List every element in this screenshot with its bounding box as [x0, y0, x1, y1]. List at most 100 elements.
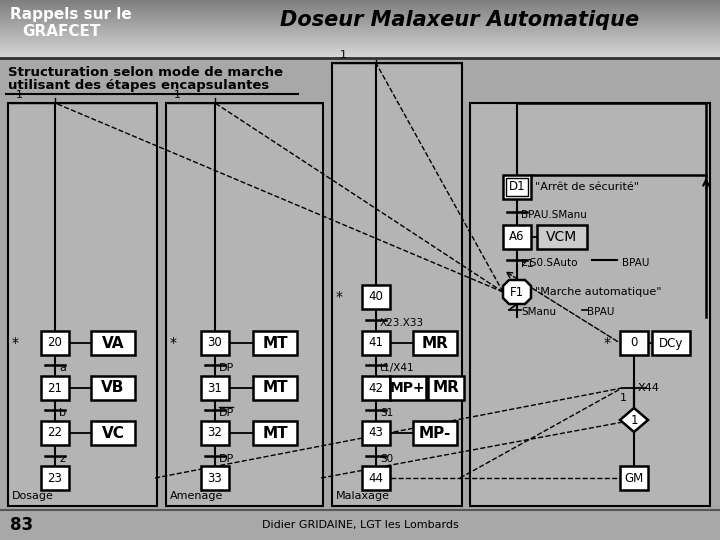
Text: F1: F1 [521, 259, 534, 269]
Bar [362, 376, 390, 400]
Bar [41, 421, 69, 445]
Text: a: a [59, 363, 66, 373]
Bar [0, 12, 720, 13]
Bar [0, 36, 720, 37]
Text: z: z [59, 454, 65, 464]
Text: Rappels sur le: Rappels sur le [10, 6, 132, 22]
Text: MR: MR [422, 335, 449, 350]
Bar [470, 103, 710, 506]
Bar [0, 26, 720, 27]
Bar [0, 53, 720, 54]
Bar [0, 24, 720, 25]
Polygon shape [503, 280, 531, 304]
Text: *: * [604, 336, 611, 350]
Bar [0, 17, 720, 18]
Bar [0, 23, 720, 24]
Bar [620, 331, 648, 355]
Bar [0, 7, 720, 8]
Text: *: * [12, 336, 19, 350]
Bar [0, 11, 720, 12]
Bar [0, 52, 720, 53]
Text: 30: 30 [207, 336, 222, 349]
Bar [652, 331, 690, 355]
Text: Structuration selon mode de marche: Structuration selon mode de marche [8, 65, 283, 78]
Text: 21: 21 [48, 381, 63, 395]
Bar [0, 40, 720, 41]
Bar [0, 35, 720, 36]
Text: 1: 1 [340, 50, 347, 60]
Text: 43: 43 [369, 427, 384, 440]
Text: "Marche automatique": "Marche automatique" [535, 287, 662, 297]
Bar [537, 225, 587, 249]
Bar [0, 22, 720, 23]
Bar [0, 38, 720, 39]
Text: DP: DP [219, 408, 234, 418]
Polygon shape [620, 408, 648, 432]
Bar [413, 331, 457, 355]
Bar [0, 43, 720, 44]
Bar [253, 421, 297, 445]
Bar [91, 376, 135, 400]
Bar [362, 421, 390, 445]
Text: t1/X41: t1/X41 [380, 363, 415, 373]
Text: 20: 20 [48, 336, 63, 349]
Text: DP: DP [219, 454, 234, 464]
Bar [0, 28, 720, 29]
Bar [503, 225, 531, 249]
Text: MT: MT [262, 381, 288, 395]
Text: BPAU: BPAU [622, 258, 649, 268]
Text: D1: D1 [509, 180, 526, 193]
Bar [0, 56, 720, 57]
Text: MR: MR [433, 381, 459, 395]
Bar [0, 0, 720, 1]
Text: 33: 33 [207, 471, 222, 484]
Bar [0, 46, 720, 47]
Text: 83: 83 [10, 516, 33, 534]
Bar [0, 14, 720, 15]
Bar [0, 15, 720, 16]
Bar [362, 466, 390, 490]
Text: 1: 1 [620, 393, 627, 403]
Bar [0, 3, 720, 4]
Text: BPAU.SManu: BPAU.SManu [521, 210, 587, 220]
Bar [0, 42, 720, 43]
Text: *: * [336, 290, 343, 304]
Bar [0, 18, 720, 19]
Text: VA: VA [102, 335, 125, 350]
Bar [0, 37, 720, 38]
Bar [0, 2, 720, 3]
Bar [0, 55, 720, 56]
Bar [201, 376, 229, 400]
Bar [0, 47, 720, 48]
Bar [0, 44, 720, 45]
Bar [0, 57, 720, 58]
Text: utilisant des étapes encapsulantes: utilisant des étapes encapsulantes [8, 79, 269, 92]
Text: MP+: MP+ [390, 381, 426, 395]
Bar [506, 178, 528, 196]
Bar [0, 33, 720, 34]
Bar [0, 30, 720, 31]
Bar [503, 175, 531, 199]
Text: VCM: VCM [546, 230, 577, 244]
Text: b: b [59, 408, 66, 418]
Bar [0, 54, 720, 55]
Text: 1: 1 [174, 90, 181, 100]
Text: GM: GM [624, 471, 644, 484]
Text: 31: 31 [207, 381, 222, 395]
Bar [0, 16, 720, 17]
Bar [41, 466, 69, 490]
Text: Doseur Malaxeur Automatique: Doseur Malaxeur Automatique [280, 10, 639, 30]
Bar [0, 20, 720, 21]
Bar [620, 466, 648, 490]
Text: MT: MT [262, 335, 288, 350]
Text: Didier GRIDAINE, LGT les Lombards: Didier GRIDAINE, LGT les Lombards [261, 520, 459, 530]
Text: MT: MT [262, 426, 288, 441]
Bar [41, 331, 69, 355]
Bar [0, 29, 720, 30]
Bar [201, 466, 229, 490]
Text: Dosage: Dosage [12, 491, 54, 501]
Text: 40: 40 [369, 291, 384, 303]
Bar [0, 27, 720, 28]
Bar [0, 21, 720, 22]
Text: 44: 44 [369, 471, 384, 484]
